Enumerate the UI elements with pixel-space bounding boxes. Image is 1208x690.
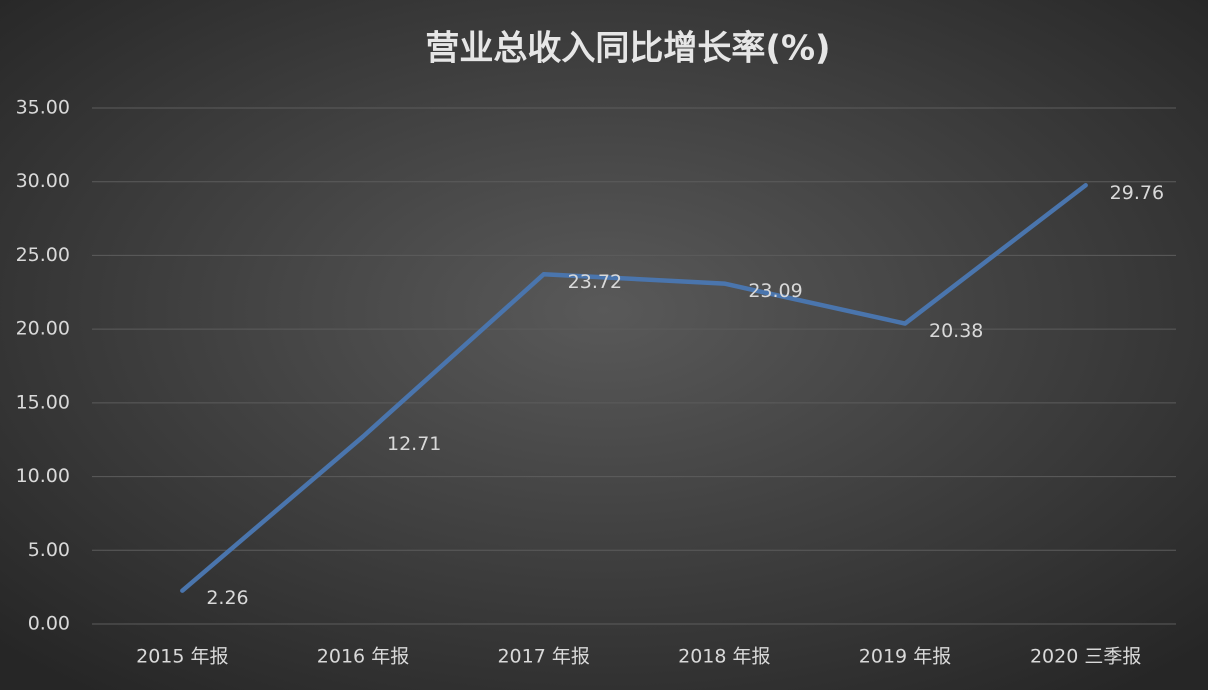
data-line (180, 183, 1088, 593)
data-label: 12.71 (387, 433, 441, 455)
data-label: 23.72 (568, 271, 622, 293)
y-tick-label: 30.00 (16, 170, 70, 192)
y-tick-label: 10.00 (16, 465, 70, 487)
x-tick-label: 2017 年报 (497, 646, 589, 668)
data-label: 23.09 (748, 280, 802, 302)
chart-title: 营业总收入同比增长率(%) (425, 29, 830, 69)
y-tick-label: 25.00 (16, 244, 70, 266)
y-tick-label: 5.00 (28, 539, 70, 561)
y-tick-label: 0.00 (28, 613, 70, 635)
y-tick-label: 35.00 (16, 97, 70, 119)
data-label: 29.76 (1110, 182, 1164, 204)
data-label: 2.26 (206, 587, 248, 609)
x-tick-label: 2020 三季报 (1030, 646, 1141, 668)
x-tick-label: 2018 年报 (678, 646, 770, 668)
x-tick-label: 2019 年报 (859, 646, 951, 668)
y-tick-label: 15.00 (16, 391, 70, 413)
x-tick-label: 2015 年报 (136, 646, 228, 668)
x-tick-label: 2016 年报 (317, 646, 409, 668)
data-label: 20.38 (929, 320, 983, 342)
y-tick-label: 20.00 (16, 318, 70, 340)
